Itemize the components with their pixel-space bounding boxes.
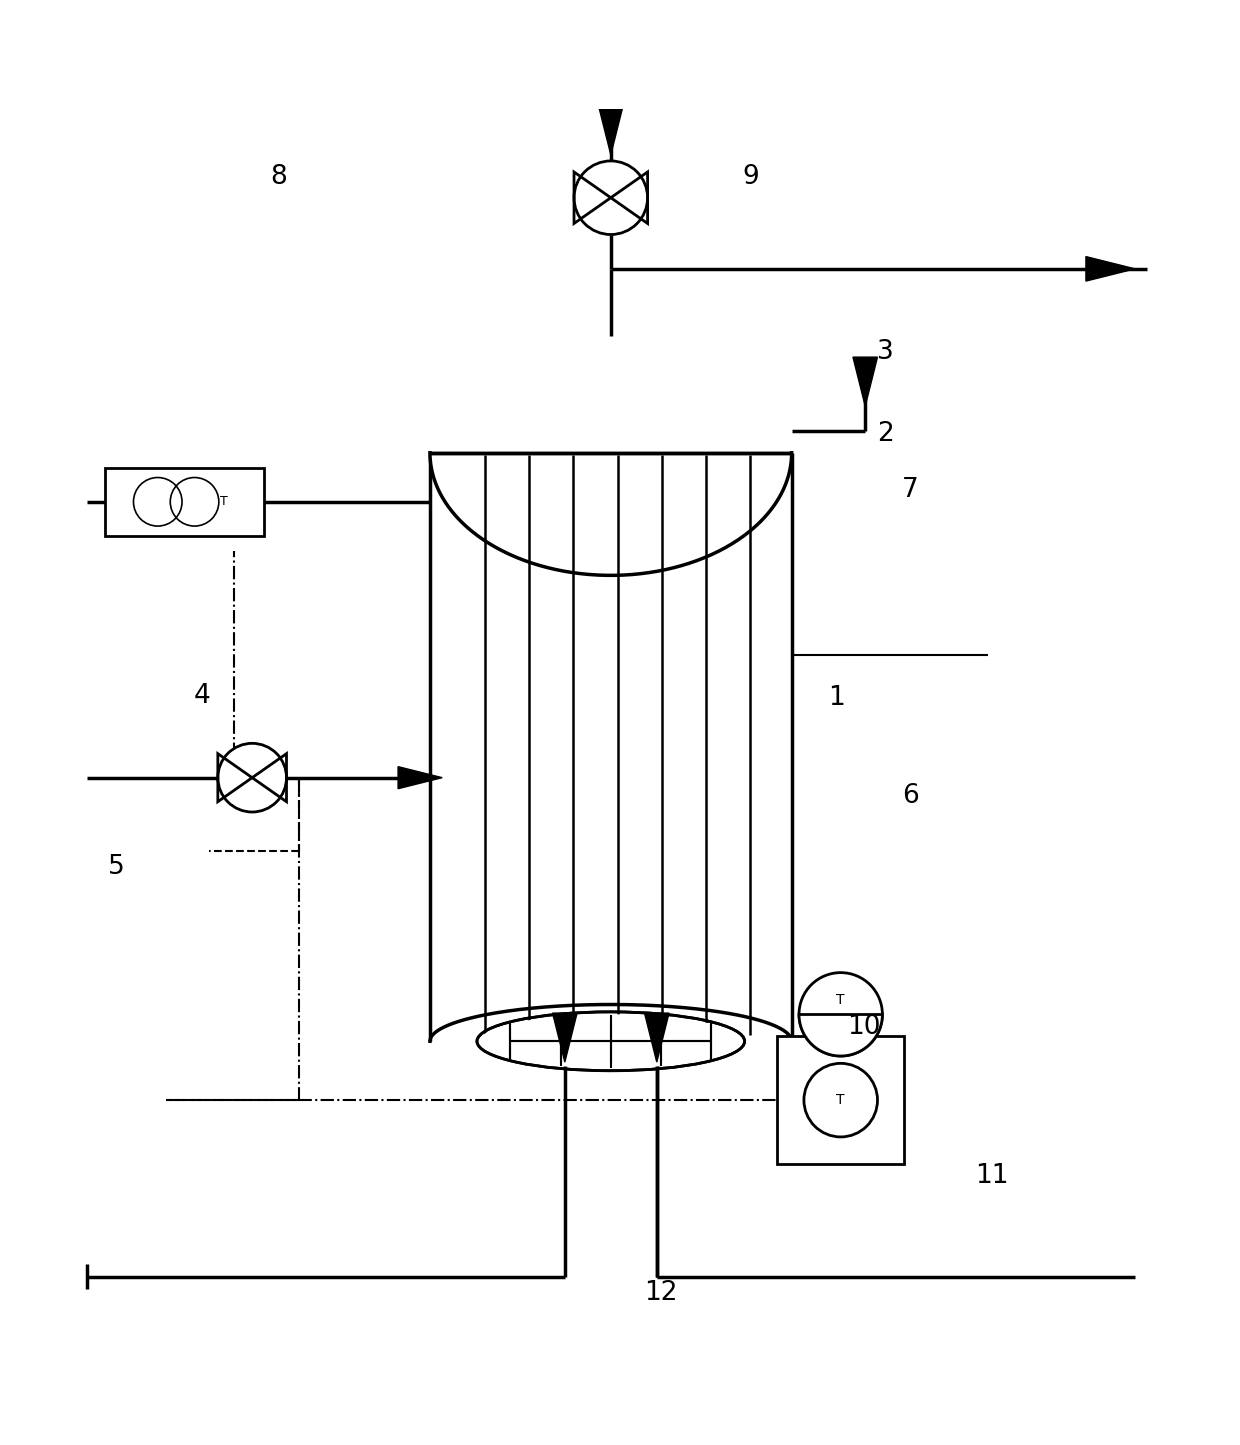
Circle shape [574, 160, 647, 234]
Polygon shape [853, 357, 878, 406]
Polygon shape [645, 1013, 670, 1062]
Polygon shape [430, 452, 791, 575]
Text: 11: 11 [976, 1163, 1009, 1189]
Text: 6: 6 [901, 783, 919, 809]
Polygon shape [553, 1013, 577, 1062]
Text: 7: 7 [901, 477, 919, 503]
Polygon shape [430, 1004, 791, 1042]
Text: 5: 5 [108, 854, 124, 880]
Text: 1: 1 [828, 685, 846, 711]
Text: T: T [837, 1092, 844, 1107]
Bar [777, 1036, 904, 1163]
Text: 9: 9 [743, 163, 759, 189]
Text: T: T [219, 496, 228, 509]
Polygon shape [598, 101, 624, 155]
Polygon shape [398, 767, 443, 789]
Ellipse shape [480, 1014, 743, 1068]
Circle shape [218, 743, 286, 812]
Text: 3: 3 [878, 340, 894, 366]
Circle shape [804, 1064, 878, 1137]
Polygon shape [598, 97, 624, 152]
Text: 2: 2 [878, 422, 894, 448]
Text: 8: 8 [270, 163, 288, 189]
Polygon shape [1086, 257, 1135, 282]
Text: 10: 10 [847, 1013, 880, 1039]
Polygon shape [799, 1014, 883, 1056]
Text: 4: 4 [193, 682, 210, 708]
Text: T: T [837, 993, 844, 1007]
Circle shape [799, 972, 883, 1056]
Text: 12: 12 [645, 1280, 678, 1306]
Bar [105, 468, 264, 536]
